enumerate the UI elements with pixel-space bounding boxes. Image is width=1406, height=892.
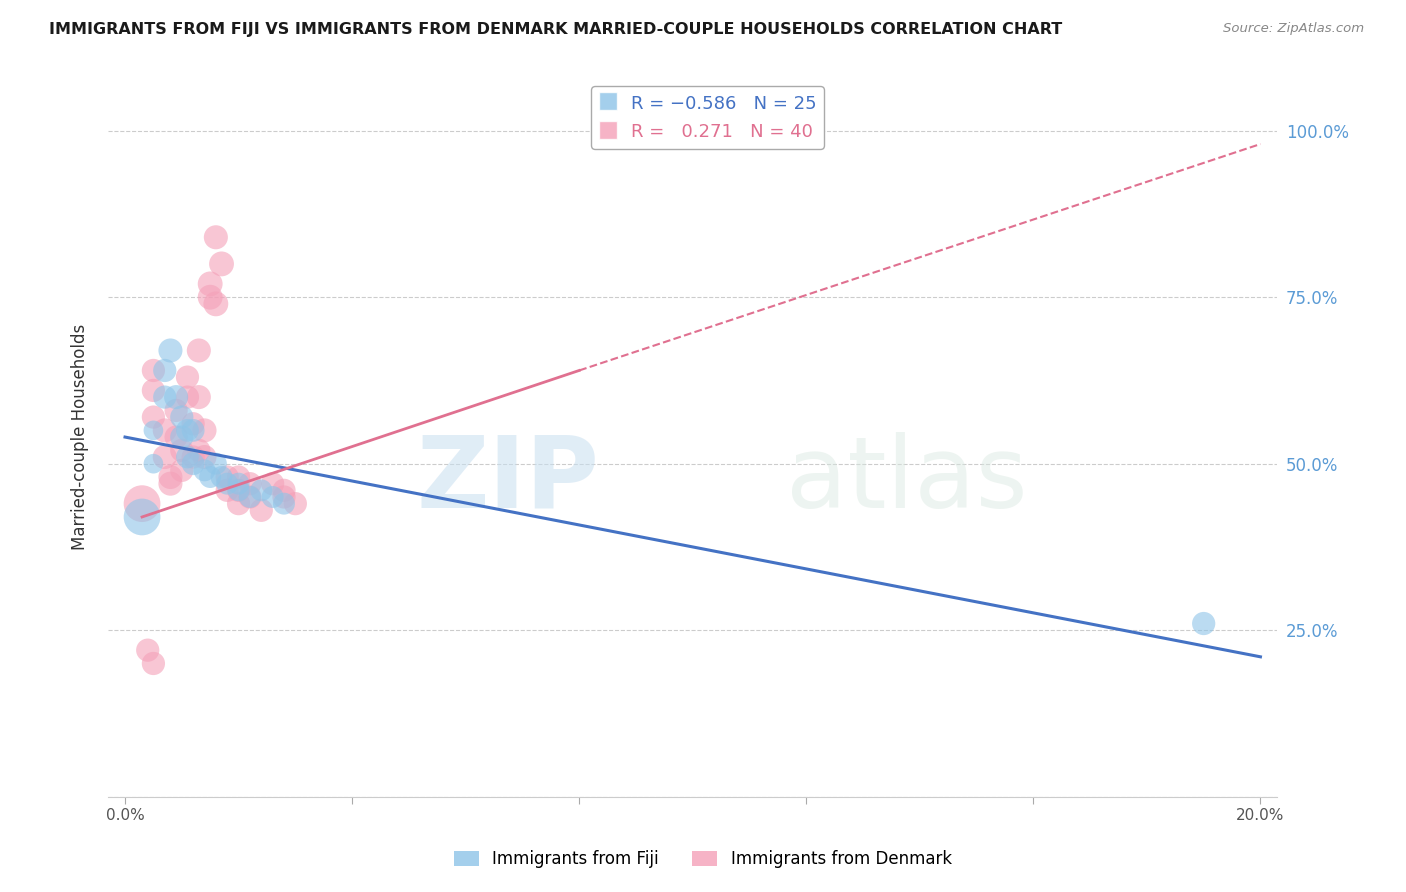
Point bbox=[262, 476, 284, 491]
Point bbox=[159, 343, 181, 358]
Point bbox=[159, 470, 181, 484]
Text: IMMIGRANTS FROM FIJI VS IMMIGRANTS FROM DENMARK MARRIED-COUPLE HOUSEHOLDS CORREL: IMMIGRANTS FROM FIJI VS IMMIGRANTS FROM … bbox=[49, 22, 1063, 37]
Point bbox=[153, 363, 176, 377]
Point bbox=[170, 410, 193, 425]
Point bbox=[211, 257, 233, 271]
Point bbox=[187, 343, 209, 358]
Point bbox=[187, 443, 209, 458]
Point bbox=[193, 463, 215, 477]
Point bbox=[205, 230, 228, 244]
Point bbox=[198, 277, 221, 291]
Point bbox=[1192, 616, 1215, 631]
Point bbox=[153, 424, 176, 438]
Point bbox=[273, 497, 295, 511]
Point bbox=[239, 490, 262, 504]
Point bbox=[228, 497, 250, 511]
Point bbox=[262, 490, 284, 504]
Point bbox=[176, 390, 198, 404]
Point bbox=[228, 483, 250, 498]
Point bbox=[181, 417, 204, 431]
Point bbox=[142, 410, 165, 425]
Point bbox=[217, 470, 239, 484]
Point bbox=[165, 390, 187, 404]
Point bbox=[142, 363, 165, 377]
Point bbox=[165, 430, 187, 444]
Point bbox=[170, 430, 193, 444]
Point bbox=[284, 497, 307, 511]
Point bbox=[170, 443, 193, 458]
Point bbox=[211, 470, 233, 484]
Point bbox=[198, 290, 221, 304]
Point bbox=[181, 450, 204, 464]
Point bbox=[198, 470, 221, 484]
Point bbox=[176, 424, 198, 438]
Point bbox=[153, 450, 176, 464]
Point bbox=[142, 457, 165, 471]
Point bbox=[170, 463, 193, 477]
Point bbox=[228, 483, 250, 498]
Point bbox=[159, 476, 181, 491]
Point bbox=[273, 483, 295, 498]
Point bbox=[228, 470, 250, 484]
Point bbox=[217, 476, 239, 491]
Point bbox=[239, 490, 262, 504]
Point bbox=[153, 390, 176, 404]
Point bbox=[273, 490, 295, 504]
Point bbox=[193, 424, 215, 438]
Y-axis label: Married-couple Households: Married-couple Households bbox=[72, 324, 89, 550]
Text: ZIP: ZIP bbox=[416, 432, 599, 529]
Point bbox=[187, 390, 209, 404]
Point bbox=[131, 497, 153, 511]
Point bbox=[217, 483, 239, 498]
Point bbox=[142, 384, 165, 398]
Point bbox=[142, 657, 165, 671]
Legend: R = −0.586   N = 25, R =   0.271   N = 40: R = −0.586 N = 25, R = 0.271 N = 40 bbox=[592, 87, 824, 149]
Point bbox=[250, 503, 273, 517]
Point bbox=[176, 370, 198, 384]
Point bbox=[193, 450, 215, 464]
Point bbox=[228, 476, 250, 491]
Point bbox=[239, 476, 262, 491]
Point bbox=[205, 457, 228, 471]
Point bbox=[131, 510, 153, 524]
Point bbox=[205, 297, 228, 311]
Point bbox=[136, 643, 159, 657]
Point bbox=[142, 424, 165, 438]
Text: Source: ZipAtlas.com: Source: ZipAtlas.com bbox=[1223, 22, 1364, 36]
Point bbox=[165, 403, 187, 417]
Point bbox=[181, 457, 204, 471]
Point bbox=[181, 424, 204, 438]
Point bbox=[176, 450, 198, 464]
Text: atlas: atlas bbox=[786, 432, 1028, 529]
Legend: Immigrants from Fiji, Immigrants from Denmark: Immigrants from Fiji, Immigrants from De… bbox=[447, 844, 959, 875]
Point bbox=[250, 483, 273, 498]
